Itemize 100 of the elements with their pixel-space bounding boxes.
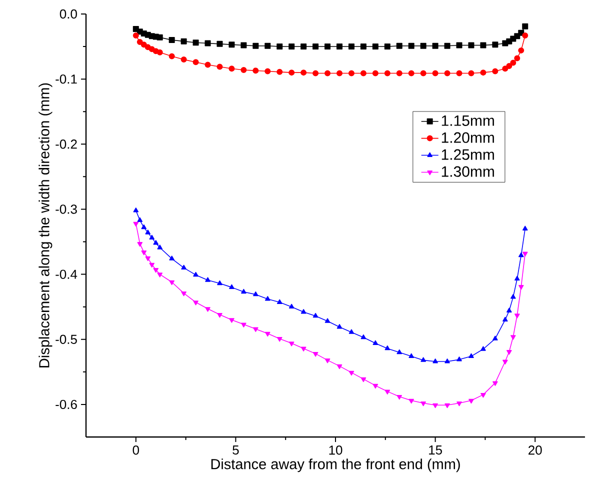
point <box>514 276 520 281</box>
point <box>510 60 516 66</box>
point <box>312 70 319 76</box>
y-tick-label: -0.6 <box>56 400 77 410</box>
point <box>480 346 486 351</box>
point <box>137 217 143 222</box>
point <box>522 23 528 30</box>
point <box>288 44 295 50</box>
point <box>193 272 198 277</box>
point <box>468 70 474 76</box>
point <box>348 44 354 50</box>
point <box>312 352 318 357</box>
point <box>336 44 342 50</box>
point <box>193 300 198 306</box>
y-tick-label: 0.0 <box>60 9 77 19</box>
point <box>205 277 210 282</box>
point <box>156 34 163 40</box>
point <box>276 337 282 342</box>
point <box>136 38 143 45</box>
point <box>420 401 426 406</box>
point <box>157 272 163 278</box>
point <box>181 291 186 296</box>
point <box>396 349 402 354</box>
x-tick-label: 5 <box>232 446 239 455</box>
x-tick-label: 0 <box>132 446 140 455</box>
point <box>348 329 354 334</box>
point <box>169 280 174 286</box>
point <box>276 299 282 304</box>
y-tick-label: -0.4 <box>56 270 78 279</box>
point <box>372 384 378 389</box>
legend-label: 1.15mm <box>442 115 494 126</box>
point <box>168 53 175 60</box>
x-tick-label: 20 <box>528 446 542 455</box>
point <box>444 403 450 408</box>
point <box>180 38 187 44</box>
point <box>137 242 143 247</box>
point <box>336 364 342 370</box>
point <box>288 70 295 76</box>
x-axis-title: Distance away from the front end (mm) <box>211 458 460 472</box>
point <box>253 291 258 296</box>
point <box>153 240 159 245</box>
point <box>456 70 462 76</box>
point <box>253 327 258 332</box>
point <box>240 66 247 73</box>
point <box>518 252 524 258</box>
x-tick-label: 15 <box>429 446 442 455</box>
x-tick-label: 10 <box>329 446 342 455</box>
point <box>300 346 306 352</box>
point <box>480 42 486 48</box>
point <box>241 322 246 328</box>
point <box>456 356 462 362</box>
point <box>217 312 222 318</box>
point <box>506 63 512 70</box>
point <box>276 68 283 75</box>
point <box>480 70 486 76</box>
point <box>252 68 259 74</box>
point <box>522 226 528 230</box>
point <box>229 284 234 290</box>
point <box>180 56 187 63</box>
point <box>228 66 235 72</box>
point <box>514 314 520 318</box>
point <box>502 316 508 322</box>
point <box>216 40 223 47</box>
point <box>133 208 139 212</box>
point <box>264 68 271 74</box>
point <box>324 44 331 50</box>
y-tick-label: -0.1 <box>56 74 77 84</box>
point <box>518 284 524 290</box>
point <box>432 358 438 364</box>
point <box>420 357 426 362</box>
point <box>480 392 486 398</box>
y-tick-label: -0.2 <box>56 140 77 149</box>
point <box>522 252 528 256</box>
legend-label: 1.25mm <box>442 149 494 160</box>
point <box>384 390 390 394</box>
point <box>432 42 438 49</box>
point <box>492 68 498 74</box>
point <box>312 312 318 318</box>
point <box>240 42 247 48</box>
point <box>216 64 223 70</box>
point <box>492 336 498 340</box>
point <box>288 342 294 346</box>
point <box>324 358 330 364</box>
point <box>156 49 163 56</box>
point <box>444 70 450 76</box>
point <box>510 335 516 340</box>
point <box>396 70 402 76</box>
point <box>336 70 342 76</box>
y-axis-title: Displacement along the width direction (mm) <box>38 83 52 368</box>
point <box>360 44 366 50</box>
point <box>300 44 307 50</box>
point <box>518 47 524 54</box>
point <box>360 334 366 340</box>
point <box>408 42 414 49</box>
point <box>145 230 151 234</box>
point <box>468 42 474 48</box>
point <box>149 234 155 240</box>
point <box>300 309 306 314</box>
point <box>372 70 378 76</box>
y-tick-label: -0.5 <box>56 334 77 344</box>
